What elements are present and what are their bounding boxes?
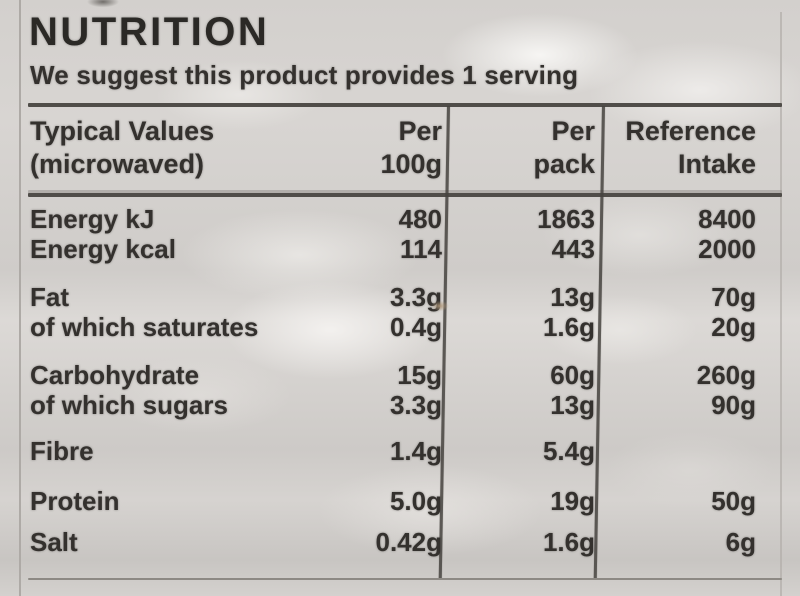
table-header-row: Typical Values (microwaved) Per 100g Per pa… (30, 115, 756, 181)
row-per-pack: 19g (550, 486, 595, 516)
row-per-pack: 1.6g (542, 312, 595, 342)
row-reference-intake: 20g (711, 312, 756, 342)
table-row: Carbohydrate 15g 60g 260g (30, 360, 756, 390)
row-per-100g: 0.42g (375, 527, 443, 557)
header-reference-intake: Reference Intake (595, 115, 756, 181)
row-per-pack: 1.6g (542, 527, 595, 557)
row-per-100g: 480 (398, 204, 442, 234)
header-divider-rule (28, 193, 782, 197)
header-typical-values-line1: Typical Values (30, 116, 215, 146)
header-reference-intake-line1: Reference (625, 116, 756, 146)
header-per-pack-line1: Per (551, 116, 595, 146)
table-row: Salt 0.42g 1.6g 6g (30, 527, 756, 557)
row-reference-intake (595, 436, 756, 466)
table-row: Fat 3.3g 13g 70g (30, 282, 756, 312)
row-per-100g: 3.3g (389, 282, 442, 312)
row-label: Protein (30, 486, 120, 516)
header-per-100g: Per 100g (292, 115, 442, 181)
table-row: of which sugars 3.3g 13g 90g (30, 390, 756, 420)
row-label: Carbohydrate (30, 360, 200, 390)
row-per-100g: 114 (400, 234, 442, 264)
table-top-rule (28, 103, 782, 107)
row-per-pack: 60g (550, 360, 595, 390)
header-per-pack: Per pack (442, 115, 595, 181)
table-row: Energy kJ 480 1863 8400 (30, 204, 756, 234)
table-row: Energy kcal 114 443 2000 (30, 234, 756, 264)
table-row: of which saturates 0.4g 1.6g 20g (30, 312, 756, 342)
header-per-pack-line2: pack (533, 149, 595, 179)
row-per-100g: 0.4g (389, 312, 442, 342)
row-per-pack: 443 (551, 234, 595, 264)
header-typical-values: Typical Values (microwaved) (30, 115, 292, 181)
label-right-edge (780, 12, 782, 596)
row-per-pack: 13g (550, 390, 595, 420)
row-reference-intake: 6g (725, 527, 756, 557)
row-label: Energy kcal (30, 234, 176, 264)
row-per-pack: 1863 (537, 204, 595, 234)
row-label: Energy kJ (30, 204, 155, 234)
row-per-100g: 3.3g (389, 390, 442, 420)
label-left-edge (19, 0, 21, 596)
top-smudge-mark (84, 0, 122, 9)
row-per-100g: 15g (397, 360, 442, 390)
row-per-pack: 5.4g (542, 436, 595, 466)
table-bottom-rule (28, 578, 782, 580)
row-reference-intake: 8400 (698, 204, 756, 234)
row-reference-intake: 50g (711, 486, 756, 516)
row-per-pack: 13g (550, 282, 595, 312)
row-reference-intake: 2000 (698, 234, 756, 264)
header-per-100g-line1: Per (398, 116, 442, 146)
table-row: Protein 5.0g 19g 50g (30, 486, 756, 516)
row-reference-intake: 70g (711, 282, 756, 312)
row-reference-intake: 90g (711, 390, 756, 420)
row-label: of which sugars (30, 390, 228, 420)
table-row: Fibre 1.4g 5.4g (30, 436, 756, 466)
row-label: Fibre (30, 436, 94, 466)
header-per-100g-line2: 100g (380, 149, 442, 179)
serving-suggestion-text: We suggest this product provides 1 servi… (30, 60, 579, 90)
row-label: Fat (30, 282, 69, 312)
header-typical-values-line2: (microwaved) (30, 149, 205, 179)
row-reference-intake: 260g (696, 360, 756, 390)
row-per-100g: 1.4g (389, 436, 442, 466)
row-label: Salt (30, 527, 78, 557)
header-reference-intake-line2: Intake (677, 149, 756, 179)
food-stain-speck (428, 299, 452, 313)
row-label: of which saturates (30, 312, 259, 342)
row-per-100g: 5.0g (389, 486, 442, 516)
nutrition-title: NUTRITION (29, 10, 270, 54)
